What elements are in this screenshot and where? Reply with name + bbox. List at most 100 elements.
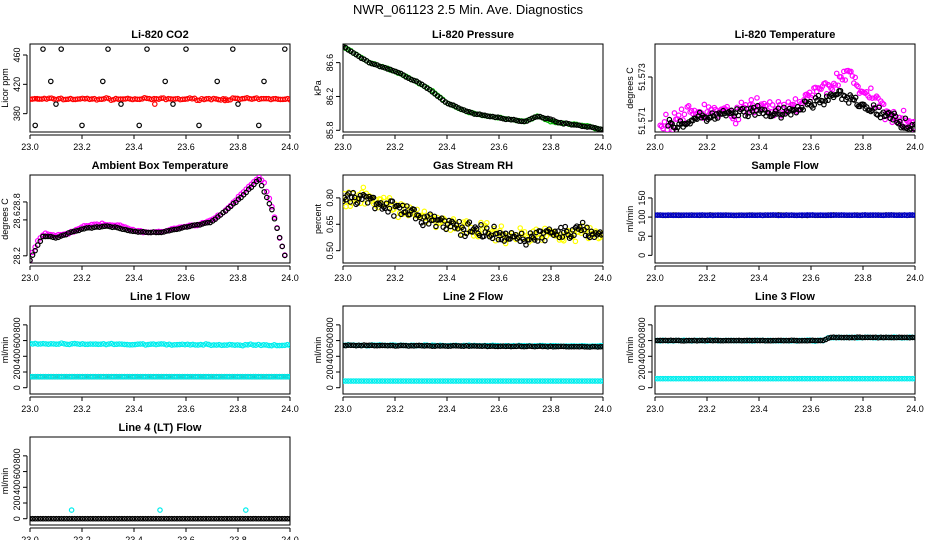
data-point <box>82 341 88 348</box>
data-point <box>696 375 703 382</box>
data-point <box>912 128 915 132</box>
data-point <box>589 378 596 384</box>
data-point <box>245 341 251 348</box>
data-point <box>129 515 136 522</box>
data-point <box>801 212 808 218</box>
data-point <box>579 219 586 226</box>
data-point <box>132 341 138 348</box>
data-point <box>117 225 123 232</box>
data-point <box>857 334 863 341</box>
data-point <box>809 212 816 218</box>
data-point <box>124 515 130 522</box>
data-point <box>432 343 438 349</box>
data-point <box>418 378 425 384</box>
data-point <box>61 340 67 347</box>
data-point <box>678 375 685 382</box>
data-point <box>195 342 201 348</box>
data-point <box>105 515 112 522</box>
data-point <box>812 337 819 344</box>
data-point <box>899 375 905 382</box>
data-point <box>518 378 525 384</box>
data-point <box>796 337 803 344</box>
data-point <box>483 225 490 231</box>
data-point <box>213 342 220 348</box>
data-point <box>408 342 415 349</box>
data-point <box>843 334 850 341</box>
data-point <box>374 342 380 349</box>
data-point <box>405 378 412 384</box>
data-point <box>513 378 520 384</box>
data-point <box>655 212 661 218</box>
data-point <box>148 341 154 347</box>
data-series <box>343 44 603 132</box>
data-point <box>200 342 207 348</box>
plot-frame <box>342 174 604 264</box>
data-point <box>681 338 687 344</box>
data-point <box>66 341 73 348</box>
data-point <box>90 373 96 380</box>
data-point <box>699 375 706 382</box>
data-point <box>870 102 877 108</box>
x-tick-label: 23.2 <box>73 535 91 540</box>
data-point <box>403 378 409 384</box>
data-point <box>727 110 733 117</box>
data-point <box>785 99 792 105</box>
data-point <box>392 343 399 349</box>
data-point <box>343 203 349 210</box>
data-point <box>510 116 517 123</box>
data-point <box>284 515 290 522</box>
x-tick-label: 23.0 <box>21 142 39 152</box>
data-point <box>699 212 706 218</box>
data-point <box>422 218 429 224</box>
data-point <box>266 200 273 207</box>
data-point <box>276 515 283 522</box>
data-point <box>809 375 816 382</box>
data-point <box>686 337 692 344</box>
x-tick-label: 23.4 <box>750 404 768 414</box>
data-point <box>841 212 847 218</box>
data-point <box>208 373 215 380</box>
data-series <box>30 176 288 263</box>
data-point <box>445 343 451 349</box>
data-point <box>909 212 915 218</box>
data-point <box>825 335 832 341</box>
data-point <box>770 212 776 218</box>
data-point <box>413 342 420 349</box>
data-point <box>179 341 186 348</box>
data-point <box>836 375 842 382</box>
data-point <box>890 116 896 123</box>
data-point <box>276 342 283 349</box>
data-point <box>161 515 167 522</box>
data-point <box>355 378 362 384</box>
data-point <box>751 375 758 382</box>
chart-title: Gas Stream RH <box>433 160 513 172</box>
data-point <box>489 343 496 349</box>
data-point <box>161 373 167 380</box>
data-point <box>673 212 679 219</box>
data-point <box>592 343 598 350</box>
data-point <box>282 46 288 52</box>
chart-title: Li-820 Temperature <box>735 29 836 41</box>
data-point <box>655 212 658 218</box>
chart-title: Li-820 Pressure <box>432 29 514 41</box>
data-point <box>723 112 729 119</box>
data-point <box>513 343 520 350</box>
data-point <box>105 341 112 347</box>
data-layer <box>655 334 915 382</box>
data-point <box>712 116 718 122</box>
data-point <box>221 515 228 522</box>
x-axis: 23.0 23.2 23.4 23.6 23.8 24.0 <box>21 527 299 540</box>
data-point <box>800 107 807 113</box>
data-point <box>757 375 763 382</box>
data-point <box>98 515 104 522</box>
data-point <box>880 334 887 341</box>
data-point <box>878 375 884 382</box>
data-point <box>660 337 666 344</box>
data-point <box>218 515 225 522</box>
data-point <box>594 125 601 132</box>
data-point <box>184 341 191 348</box>
data-point <box>478 222 484 228</box>
data-point <box>90 515 96 522</box>
data-point <box>155 373 162 380</box>
data-point <box>576 343 583 350</box>
